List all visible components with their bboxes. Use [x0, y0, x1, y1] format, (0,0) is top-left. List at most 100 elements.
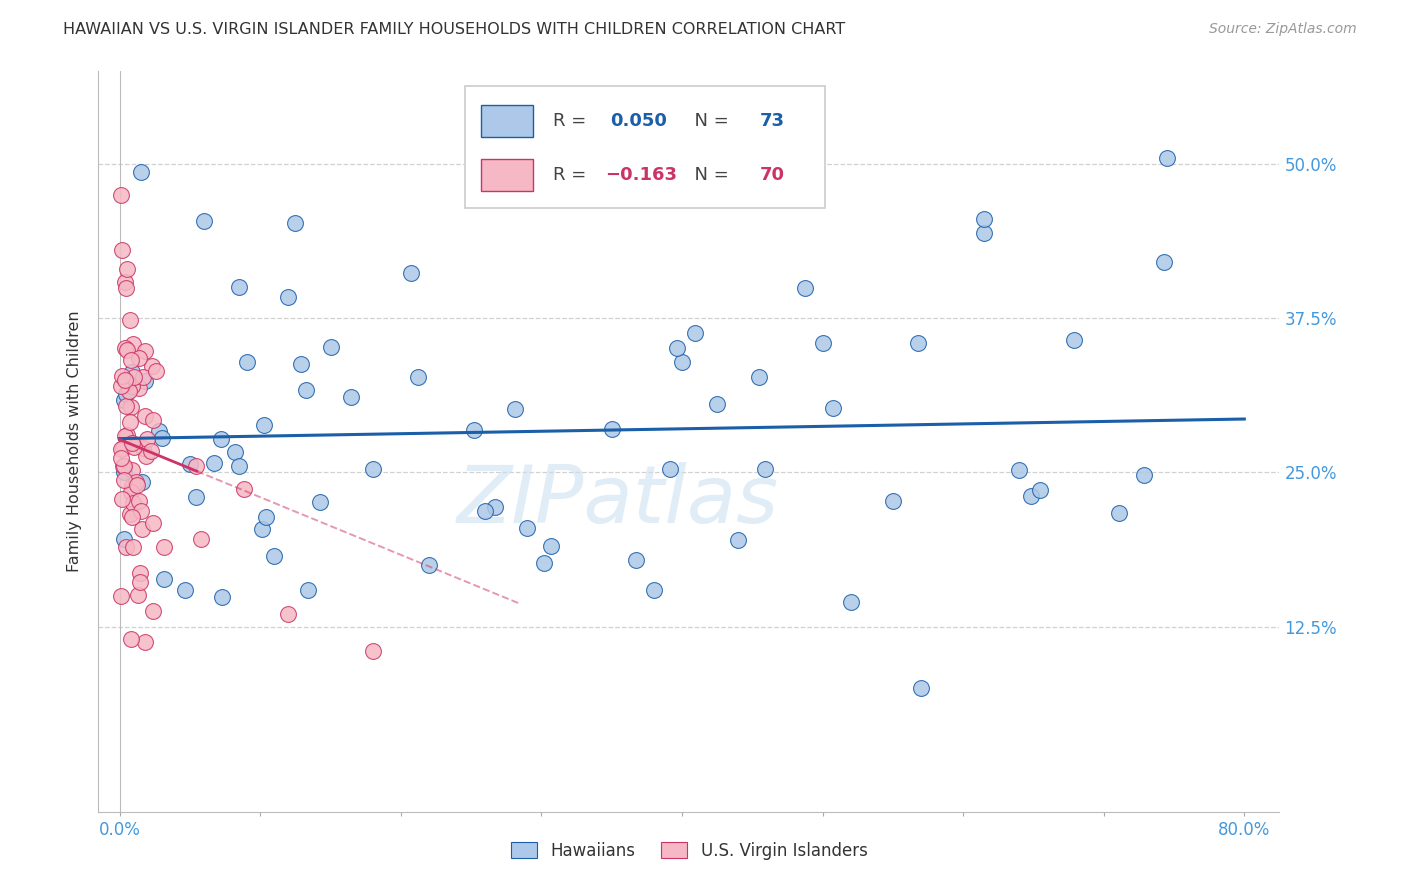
Point	[134, 374, 156, 388]
Point	[136, 433, 159, 447]
Point	[134, 635, 156, 649]
Y-axis label: Family Households with Children: Family Households with Children	[67, 310, 83, 573]
Point	[202, 456, 225, 470]
Point	[111, 368, 134, 383]
Point	[125, 477, 148, 491]
Point	[145, 364, 167, 378]
Point	[211, 590, 233, 604]
Point	[277, 607, 299, 622]
Point	[361, 461, 384, 475]
Point	[124, 475, 146, 489]
Point	[910, 681, 932, 696]
Point	[643, 582, 665, 597]
Text: N =: N =	[683, 166, 734, 184]
Point	[121, 478, 143, 492]
Point	[114, 281, 136, 295]
Point	[114, 429, 136, 443]
Text: −0.163: −0.163	[605, 166, 678, 184]
Point	[141, 444, 163, 458]
Point	[418, 558, 440, 572]
Point	[134, 409, 156, 423]
Point	[121, 379, 143, 393]
FancyBboxPatch shape	[464, 87, 825, 209]
Point	[112, 465, 135, 479]
FancyBboxPatch shape	[481, 104, 533, 137]
Point	[129, 566, 152, 580]
Point	[111, 243, 134, 257]
Point	[120, 401, 142, 415]
Point	[811, 335, 834, 350]
Point	[121, 436, 143, 450]
Point	[141, 413, 163, 427]
Point	[706, 397, 728, 411]
Point	[190, 532, 212, 546]
Point	[361, 644, 384, 658]
Point	[117, 343, 139, 358]
Point	[173, 582, 195, 597]
Point	[120, 313, 142, 327]
Point	[253, 417, 276, 432]
Point	[129, 165, 152, 179]
Point	[121, 365, 143, 379]
Text: N =: N =	[683, 112, 734, 130]
Point	[142, 516, 165, 530]
Point	[839, 595, 862, 609]
Point	[179, 458, 201, 472]
Point	[112, 392, 135, 407]
Point	[882, 494, 904, 508]
Point	[233, 482, 256, 496]
Point	[131, 475, 153, 489]
Point	[284, 216, 307, 230]
Point	[973, 226, 995, 240]
Point	[503, 401, 526, 416]
Text: 73: 73	[759, 112, 785, 130]
Point	[973, 212, 995, 227]
Point	[150, 432, 173, 446]
Point	[600, 422, 623, 436]
Point	[1153, 255, 1175, 269]
Point	[112, 442, 135, 456]
Point	[250, 523, 273, 537]
Text: HAWAIIAN VS U.S. VIRGIN ISLANDER FAMILY HOUSEHOLDS WITH CHILDREN CORRELATION CHA: HAWAIIAN VS U.S. VIRGIN ISLANDER FAMILY …	[63, 22, 845, 37]
Point	[112, 473, 135, 487]
Point	[112, 458, 135, 473]
Point	[533, 556, 555, 570]
Text: R =: R =	[553, 112, 592, 130]
Point	[1063, 333, 1085, 347]
Point	[1029, 483, 1052, 497]
Point	[683, 326, 706, 340]
Point	[153, 540, 176, 554]
Text: ZIPatlas: ZIPatlas	[457, 462, 779, 540]
Point	[129, 575, 152, 590]
Point	[120, 352, 142, 367]
Point	[115, 540, 138, 554]
Point	[153, 572, 176, 586]
Point	[110, 451, 132, 466]
Point	[142, 604, 165, 618]
Point	[254, 510, 277, 524]
Point	[110, 379, 132, 393]
Point	[141, 359, 163, 374]
Point	[516, 521, 538, 535]
Point	[114, 275, 136, 289]
Point	[1019, 489, 1042, 503]
Point	[1133, 467, 1156, 482]
Point	[110, 442, 132, 457]
Point	[665, 341, 688, 355]
FancyBboxPatch shape	[481, 159, 533, 191]
Point	[111, 492, 134, 507]
Point	[209, 432, 232, 446]
Point	[406, 370, 429, 384]
Point	[290, 357, 312, 371]
Point	[128, 493, 150, 508]
Point	[308, 495, 330, 509]
Point	[907, 336, 929, 351]
Point	[132, 370, 155, 384]
Point	[115, 400, 138, 414]
Point	[228, 280, 250, 294]
Point	[235, 355, 257, 369]
Point	[297, 582, 319, 597]
Text: 70: 70	[759, 166, 785, 184]
Point	[463, 423, 485, 437]
Point	[727, 533, 749, 548]
